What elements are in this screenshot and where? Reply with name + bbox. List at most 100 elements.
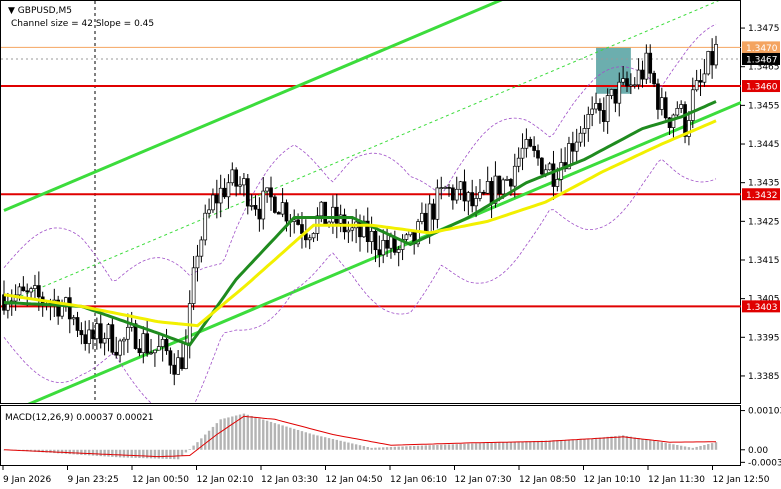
macd-histogram-bar — [625, 435, 629, 450]
macd-histogram-bar — [459, 443, 462, 450]
channel-upper-line — [3, 1, 503, 212]
level-tag-label: 1.3470 — [746, 44, 778, 54]
candle-body — [644, 52, 649, 80]
level-tag-label: 1.3467 — [746, 55, 778, 65]
candle-body — [245, 178, 250, 207]
candle-body — [118, 340, 122, 356]
candle-body — [454, 188, 459, 201]
macd-histogram-bar — [544, 440, 547, 450]
candle-body — [590, 108, 595, 115]
macd-histogram-bar — [53, 449, 56, 454]
macd-histogram-bar — [331, 438, 335, 450]
candle-body — [404, 234, 409, 240]
macd-histogram-bar — [95, 449, 99, 456]
ma-green-line — [3, 100, 717, 347]
candle-body — [481, 191, 486, 194]
x-tick-label: 12 Jan 06:10 — [390, 475, 447, 485]
candle-body — [207, 209, 211, 214]
macd-histogram-bar — [192, 445, 195, 450]
level-tag-label: 1.3403 — [746, 303, 778, 313]
candle-body — [613, 89, 618, 104]
macd-histogram-bar — [366, 446, 369, 450]
macd-histogram-bar — [393, 446, 397, 450]
macd-histogram-bar — [590, 438, 594, 450]
macd-histogram-bar — [246, 414, 249, 450]
candle-body — [690, 89, 695, 121]
candle-body — [621, 78, 625, 83]
y-tick-label: 1.3435 — [748, 179, 780, 189]
x-tick-label: 9 Jan 2026 — [3, 475, 51, 485]
candle-body — [83, 334, 88, 344]
macd-histogram-bar — [525, 441, 528, 450]
macd-histogram-bar — [126, 449, 130, 458]
macd-histogram-bar — [103, 449, 106, 457]
macd-histogram-bar — [68, 449, 71, 455]
candle-body — [125, 326, 130, 340]
envelope-lower-line — [3, 158, 717, 403]
macd-histogram-bar — [320, 436, 323, 450]
macd-histogram-bar — [382, 447, 385, 450]
macd-histogram-bar — [567, 439, 571, 450]
candle-body — [512, 165, 517, 187]
candle-body — [265, 187, 269, 192]
macd-histogram-bar — [281, 425, 284, 450]
macd-histogram-bar — [378, 447, 381, 450]
candle-body — [60, 305, 64, 317]
macd-histogram-bar — [594, 437, 598, 450]
macd-histogram-bar — [424, 445, 427, 450]
candle-body — [238, 184, 242, 187]
macd-histogram-bar — [540, 440, 544, 450]
macd-histogram-bar — [602, 437, 605, 450]
candle-body — [485, 181, 490, 194]
macd-histogram-bar — [269, 421, 273, 450]
macd-histogram-bar — [122, 449, 126, 458]
candle-body — [528, 139, 533, 147]
candle-body — [331, 206, 335, 223]
macd-signal-line — [3, 415, 716, 458]
macd-histogram-bar — [157, 449, 160, 459]
x-tick-label: 12 Jan 02:10 — [197, 475, 254, 485]
macd-histogram-bar — [335, 439, 338, 450]
macd-histogram-bar — [118, 449, 122, 458]
macd-histogram-bar — [389, 446, 393, 450]
macd-histogram-bar — [478, 443, 482, 450]
candle-body — [296, 219, 300, 225]
level-tag-label: 1.3460 — [746, 83, 778, 93]
macd-histogram-bar — [621, 435, 625, 450]
candle-body — [75, 317, 80, 331]
candle-body — [427, 203, 432, 233]
macd-histogram-bar — [347, 442, 350, 450]
macd-histogram-bar — [358, 445, 362, 450]
x-tick-label: 12 Jan 04:50 — [326, 475, 383, 485]
macd-histogram-bar — [211, 426, 215, 450]
macd-histogram-bar — [490, 442, 493, 450]
candle-body — [102, 338, 107, 344]
level-tag — [742, 41, 780, 54]
candle-body — [91, 329, 95, 340]
x-tick-label: 12 Jan 00:50 — [132, 475, 189, 485]
macd-histogram-bar — [703, 445, 706, 450]
chart-title: ▼ GBPUSD,M5 — [8, 6, 72, 16]
candle-body — [420, 212, 424, 222]
macd-histogram-bar — [200, 438, 203, 450]
macd-histogram-bar — [401, 446, 404, 450]
candle-body — [659, 97, 664, 110]
candle-body — [656, 83, 660, 110]
candle-body — [342, 214, 347, 233]
candle-body — [632, 84, 637, 87]
candle-body — [350, 227, 355, 231]
candle-body — [25, 290, 30, 293]
y-tick-label: 1.3475 — [748, 24, 780, 34]
macd-histogram-bar — [552, 440, 555, 450]
macd-histogram-bar — [513, 441, 516, 450]
macd-histogram-bar — [153, 449, 157, 459]
candle-body — [191, 267, 196, 304]
level-tag — [742, 300, 780, 313]
macd-label: MACD(12,26,9) 0.00037 0.00021 — [5, 413, 154, 423]
candle-body — [458, 181, 463, 190]
macd-histogram-bar — [641, 438, 644, 450]
candle-body — [385, 239, 389, 249]
macd-histogram-bar — [351, 443, 354, 450]
candle-body — [214, 194, 219, 204]
candle-body — [652, 72, 656, 85]
